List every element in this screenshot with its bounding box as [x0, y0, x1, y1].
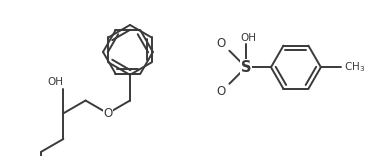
Text: OH: OH	[240, 33, 256, 43]
Text: O: O	[103, 107, 112, 120]
Text: O: O	[216, 37, 225, 50]
Text: OH: OH	[47, 77, 63, 87]
Text: CH$_3$: CH$_3$	[344, 60, 366, 74]
Text: O: O	[216, 85, 225, 98]
Text: S: S	[240, 60, 251, 75]
